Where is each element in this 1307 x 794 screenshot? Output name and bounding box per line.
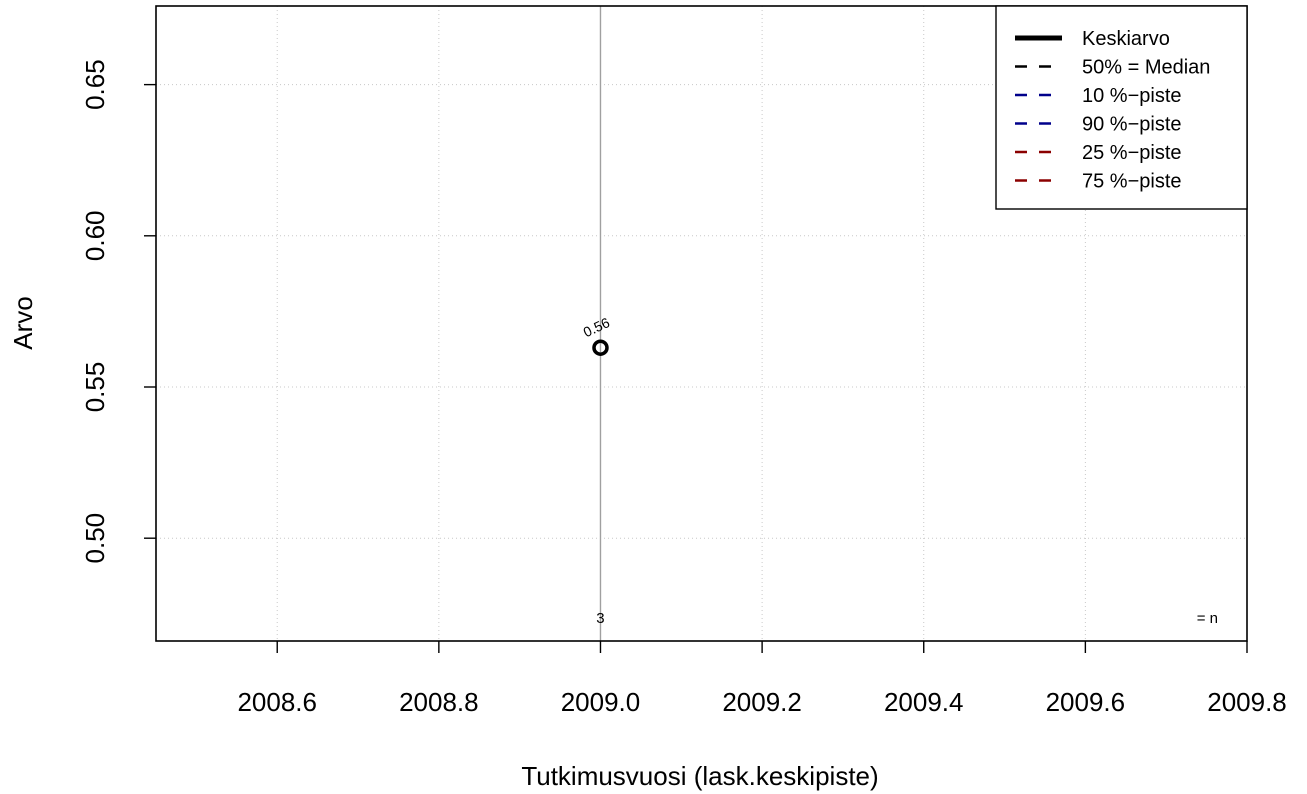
x-tick-label: 2009.0 [561,687,641,717]
x-tick-label: 2009.8 [1207,687,1287,717]
mean-point [592,339,609,356]
legend: Keskiarvo 50% = Median 10 %−piste 90 %−pist… [995,5,1248,210]
y-axis: 0.50 0.55 0.60 0.65 [80,59,156,563]
plot-frame [155,5,1248,642]
x-tick-label: 2009.6 [1046,687,1126,717]
x-tick-label: 2009.4 [884,687,964,717]
y-tick-label: 0.55 [80,362,110,413]
legend-label: 25 %−piste [1082,142,1182,164]
x-tick-label: 2008.8 [399,687,479,717]
n-labels: 3 [596,610,604,627]
legend-label: 90 %−piste [1082,114,1182,136]
y-tick-label: 0.50 [80,513,110,564]
n-label-key: = n [1197,610,1218,627]
y-axis-title: Arvo [8,296,38,349]
legend-label: 75 %−piste [1082,171,1182,193]
legend-label: Keskiarvo [1082,28,1170,50]
n-label: 3 [596,610,604,627]
x-axis-title: Tutkimusvuosi (lask.keskipiste) [521,761,878,791]
x-tick-label: 2009.2 [722,687,802,717]
legend-label: 10 %−piste [1082,85,1182,107]
legend-label: 50% = Median [1082,57,1210,79]
x-tick-label: 2008.6 [237,687,317,717]
y-tick-label: 0.60 [80,211,110,262]
x-axis: 2008.6 2008.8 2009.0 2009.2 2009.4 2009.6 2009… [237,641,1287,717]
y-tick-label: 0.65 [80,59,110,110]
